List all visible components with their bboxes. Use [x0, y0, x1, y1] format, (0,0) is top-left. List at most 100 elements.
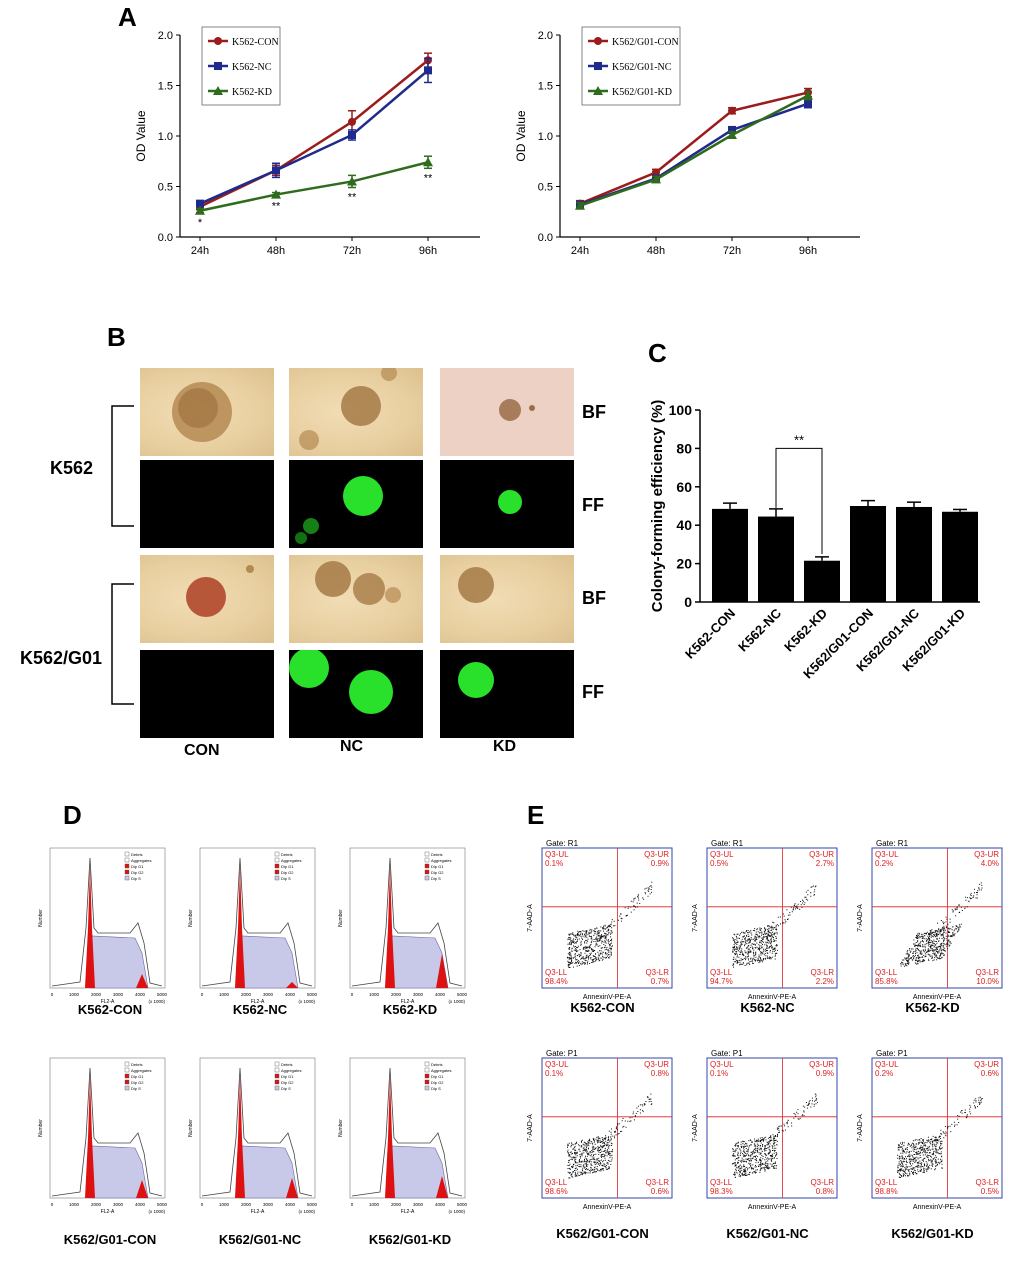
- quadrant-ul-label: Q3-UL: [875, 850, 899, 859]
- x-tick-label: 24h: [191, 245, 209, 257]
- quadrant-ll-value: 94.7%: [710, 977, 733, 986]
- y-axis-label: Number: [338, 909, 344, 927]
- x-tick-label: K562-CON: [682, 606, 738, 662]
- legend-swatch: [424, 1085, 430, 1091]
- g2-peak: [136, 974, 148, 988]
- quadrant-lr-label: Q3-LR: [810, 1178, 834, 1187]
- column-label-con: CON: [184, 742, 220, 759]
- x-tick-label: 4000: [435, 1202, 446, 1207]
- plot-frame: [706, 847, 838, 989]
- x-axis-label: AnnexinV-PE-A: [913, 1204, 962, 1211]
- legend-label: Aggregates: [431, 858, 451, 863]
- data-point: [652, 168, 660, 177]
- x-tick-label: K562-NC: [735, 605, 784, 654]
- colony-micrograph-grid: K562 K562/G01 BF FF BF FF CON NC KD: [0, 360, 640, 780]
- quadrant-ur-label: Q3-UR: [644, 1060, 669, 1069]
- apoptosis-dotplot-grid: Gate: R1 Q3-UL 0.1% Q3-UR 0.9% Q3-LL 98.4% Q3-L…: [520, 840, 1020, 1264]
- event-dots: [732, 885, 817, 968]
- y-tick-label: 0.5: [538, 182, 553, 194]
- data-point: [727, 129, 737, 139]
- quadrant-ul-value: 0.2%: [875, 859, 893, 868]
- y-tick-label: 100: [669, 402, 693, 418]
- legend-label: Dip G1: [431, 864, 444, 869]
- legend-swatch: [424, 869, 430, 875]
- x-axis-label: AnnexinV-PE-A: [748, 994, 797, 1001]
- x-tick-label: 4000: [435, 992, 446, 997]
- legend-swatch: [124, 1061, 130, 1067]
- legend-label: Dip S: [281, 1086, 291, 1091]
- legend-swatch: [274, 1085, 280, 1091]
- legend-marker: [214, 62, 222, 70]
- plot-frame: [541, 847, 673, 989]
- legend-swatch: [124, 869, 130, 875]
- quadrant-ll-label: Q3-LL: [545, 968, 568, 977]
- quadrant-lr-value: 0.6%: [651, 1187, 669, 1196]
- legend-label: Dip G2: [281, 1080, 294, 1085]
- legend-label: Aggregates: [281, 858, 301, 863]
- micrograph-k562g01-con-ff: [140, 650, 274, 738]
- histogram-trace: [201, 1067, 313, 1197]
- legend-label: Dip G2: [431, 870, 444, 875]
- x-axis-unit: (x 1000): [298, 999, 315, 1004]
- legend-label: Debris: [131, 852, 143, 857]
- x-tick-label: 1000: [69, 1202, 80, 1207]
- legend-swatch: [274, 1067, 280, 1073]
- g1-peak: [385, 1076, 395, 1198]
- x-tick-label: 3000: [413, 992, 424, 997]
- histogram-caption: K562-CON: [77, 1002, 143, 1017]
- x-tick-label: 2000: [241, 1202, 252, 1207]
- quadrant-lr-value: 0.8%: [816, 1187, 834, 1196]
- x-axis-label: FL2-A: [251, 1209, 265, 1215]
- legend-label: Aggregates: [131, 858, 151, 863]
- quadrant-ul-value: 0.1%: [545, 1069, 563, 1078]
- dotplot-caption: K562/G01-NC: [726, 1226, 809, 1241]
- gate-label: Gate: R1: [876, 840, 909, 848]
- data-point: [575, 200, 585, 210]
- g2-peak: [436, 1176, 448, 1198]
- panel-label-c: C: [648, 338, 667, 368]
- g2-peak: [136, 1180, 148, 1198]
- x-tick-label: 1000: [219, 992, 230, 997]
- y-tick-label: 20: [676, 556, 692, 572]
- g2-peak: [286, 982, 298, 988]
- bar: [804, 560, 840, 602]
- quadrant-ur-value: 4.0%: [981, 859, 999, 868]
- x-tick-label: 3000: [263, 1202, 274, 1207]
- y-tick-label: 2.0: [158, 30, 173, 42]
- y-tick-label: 1.0: [538, 131, 553, 143]
- series-line: [579, 91, 809, 205]
- y-axis-label: OD Value: [514, 110, 528, 161]
- bar: [758, 516, 794, 602]
- y-axis-label: 7-AAD-A: [857, 1114, 864, 1142]
- g1-peak: [85, 1076, 95, 1198]
- quadrant-ul-label: Q3-UL: [875, 1060, 899, 1069]
- histogram-caption: K562/G01-NC: [218, 1232, 302, 1247]
- x-tick-label: 0: [51, 992, 54, 997]
- gate-label: Gate: R1: [711, 840, 744, 848]
- bar: [896, 506, 932, 602]
- legend-swatch: [124, 875, 130, 881]
- quadrant-lr-label: Q3-LR: [645, 1178, 669, 1187]
- quadrant-ur-value: 0.9%: [651, 859, 669, 868]
- x-tick-label: 24h: [571, 245, 589, 257]
- histogram-trace: [51, 857, 163, 987]
- y-axis-label: Number: [188, 1119, 194, 1137]
- channel-label-bf-1: BF: [582, 402, 606, 422]
- x-tick-label: 96h: [419, 245, 437, 257]
- x-tick-label: 5000: [457, 992, 468, 997]
- dotplot-caption: K562/G01-CON: [556, 1226, 649, 1241]
- plot-frame: [541, 1057, 673, 1199]
- x-axis-label: FL2-A: [401, 1209, 415, 1215]
- x-tick-label: 2000: [91, 992, 102, 997]
- x-tick-label: 1000: [369, 992, 380, 997]
- y-axis-label: 7-AAD-A: [692, 1114, 699, 1142]
- x-tick-label: 3000: [263, 992, 274, 997]
- legend-label: K562-CON: [232, 37, 279, 48]
- x-tick-label: 2000: [391, 992, 402, 997]
- y-tick-label: 0: [684, 594, 692, 610]
- dotplot-caption: K562-NC: [740, 1000, 795, 1015]
- x-tick-label: 0: [351, 992, 354, 997]
- micrograph-k562g01-kd-bf: [440, 555, 574, 643]
